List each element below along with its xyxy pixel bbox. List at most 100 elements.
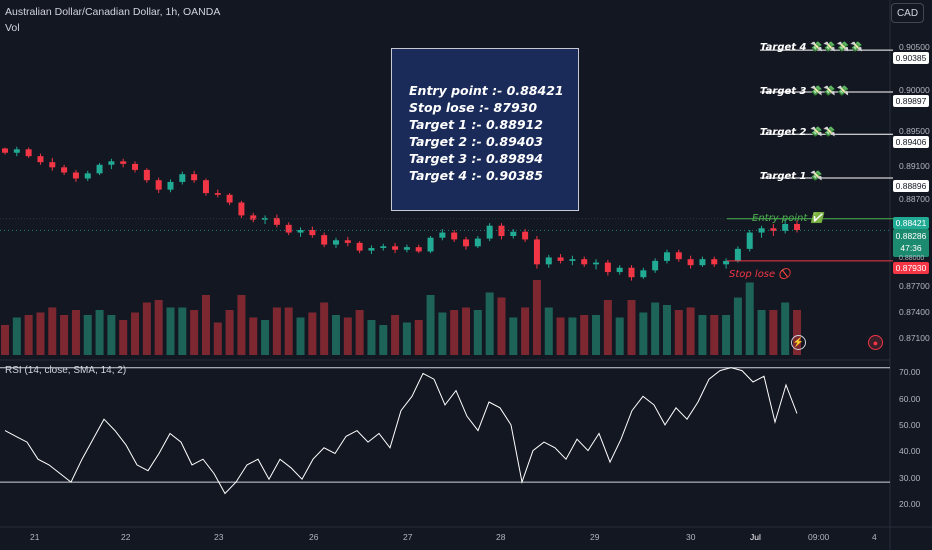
candle-body — [451, 232, 458, 240]
price-tick: 0.90500 — [899, 42, 930, 52]
candle-body — [285, 224, 292, 233]
currency-button[interactable]: CAD — [891, 3, 924, 23]
price-tick: 0.88000 — [899, 255, 925, 262]
candle-body — [604, 262, 611, 273]
candle-body — [640, 270, 647, 278]
annotation-line: Target 2 :- 0.89403 — [409, 134, 543, 149]
candle-body — [49, 162, 56, 168]
volume-bar — [674, 310, 683, 355]
candle-body — [392, 246, 399, 250]
volume-bar — [603, 300, 612, 355]
volume-bar — [615, 317, 624, 355]
target-4-label[interactable]: Target 4 💸💸💸💸 — [760, 42, 864, 53]
annotation-line: Target 1 :- 0.88912 — [409, 117, 543, 132]
volume-bar — [592, 315, 601, 355]
candle-body — [332, 240, 339, 245]
trade-annotation-box[interactable]: Entry point :- 0.88421 Stop lose :- 8793… — [391, 48, 579, 211]
candle-body — [734, 248, 741, 261]
volume-bar — [201, 295, 210, 355]
volume-bar — [580, 315, 589, 355]
candle-body — [687, 259, 694, 266]
volume-bar — [698, 315, 707, 355]
candle-body — [37, 156, 44, 163]
volume-bar — [651, 302, 660, 355]
target-3-label[interactable]: Target 3 💸💸💸 — [760, 86, 851, 97]
volume-bar — [627, 300, 636, 355]
volume-bar — [426, 295, 435, 355]
candle-body — [179, 174, 186, 182]
rsi-tick: 70.00 — [899, 367, 921, 377]
time-tick: 30 — [686, 532, 696, 542]
volume-bar — [521, 307, 530, 355]
rsi-legend[interactable]: RSI (14, close, SMA, 14, 2) — [5, 365, 127, 376]
volume-bar — [556, 317, 565, 355]
candle-body — [545, 257, 552, 265]
volume-bar — [438, 312, 447, 355]
entry-price-label: 0.88421 — [893, 217, 929, 229]
volume-bar — [662, 305, 671, 355]
volume-bar — [568, 317, 577, 355]
candle-body — [794, 223, 800, 230]
candle-body — [368, 248, 375, 251]
annotation-line: Entry point :- 0.88421 — [409, 83, 564, 98]
lightning-icon[interactable]: ⚡ — [791, 335, 806, 350]
candle-body — [510, 231, 517, 236]
entry-point-label[interactable]: Entry point ✅ — [752, 213, 823, 224]
volume-bar — [722, 315, 731, 355]
money-icon: 💸💸💸💸 — [809, 42, 864, 53]
candlesticks — [2, 146, 800, 281]
target-1-label[interactable]: Target 1 💸 — [760, 171, 824, 182]
volume-bar — [284, 307, 293, 355]
volume-bar — [639, 312, 648, 355]
candle-body — [214, 193, 221, 195]
price-tick: 0.89500 — [899, 126, 930, 136]
rsi-line — [4, 367, 798, 495]
candle-body — [380, 246, 387, 249]
rsi-tick: 50.00 — [899, 420, 921, 430]
stop-loss-label[interactable]: Stop lose 🚫 — [729, 269, 791, 280]
candle-body — [309, 229, 316, 236]
volume-bar — [142, 302, 151, 355]
volume-bar — [450, 310, 459, 355]
time-tick: 27 — [403, 532, 413, 542]
time-tick: Jul — [750, 532, 761, 542]
volume-bar — [391, 315, 400, 355]
time-tick: 21 — [30, 532, 40, 542]
volume-bars — [1, 280, 801, 355]
volume-bar — [414, 320, 423, 355]
candle-body — [486, 225, 493, 239]
price-tick: 0.87400 — [899, 307, 930, 317]
volume-bar — [355, 310, 364, 355]
target-4-price-label: 0.90385 — [893, 52, 929, 64]
volume-bar — [261, 320, 270, 355]
volume-bar — [1, 325, 9, 355]
money-icon: 💸 — [809, 171, 824, 182]
time-tick: 09:00 — [808, 532, 830, 542]
symbol-title[interactable]: Australian Dollar/Canadian Dollar, 1h, O… — [5, 6, 221, 18]
candle-body — [273, 217, 280, 225]
candle-body — [699, 259, 706, 266]
money-icon: 💸💸 — [809, 127, 837, 138]
candle-body — [72, 172, 79, 179]
candle-body — [711, 259, 718, 265]
price-tick: 0.90000 — [899, 85, 930, 95]
volume-bar — [367, 320, 376, 355]
volume-bar — [154, 300, 163, 355]
volume-bar — [532, 280, 541, 355]
volume-bar — [119, 320, 128, 355]
volume-legend[interactable]: Vol — [5, 22, 20, 34]
target-2-label[interactable]: Target 2 💸💸 — [760, 127, 837, 138]
time-tick: 23 — [214, 532, 224, 542]
time-tick: 4 — [872, 532, 877, 542]
candle-body — [770, 228, 777, 231]
flag-icon[interactable]: ● — [868, 335, 883, 350]
volume-bar — [36, 312, 45, 355]
volume-bar — [249, 317, 258, 355]
candle-body — [522, 231, 529, 240]
volume-bar — [213, 322, 222, 355]
candle-body — [403, 247, 410, 250]
volume-bar — [462, 307, 471, 355]
candle-body — [616, 267, 623, 273]
candle-body — [356, 242, 363, 251]
